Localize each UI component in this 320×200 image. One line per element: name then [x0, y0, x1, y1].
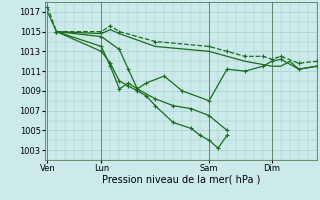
X-axis label: Pression niveau de la mer( hPa ): Pression niveau de la mer( hPa ) [102, 175, 260, 185]
